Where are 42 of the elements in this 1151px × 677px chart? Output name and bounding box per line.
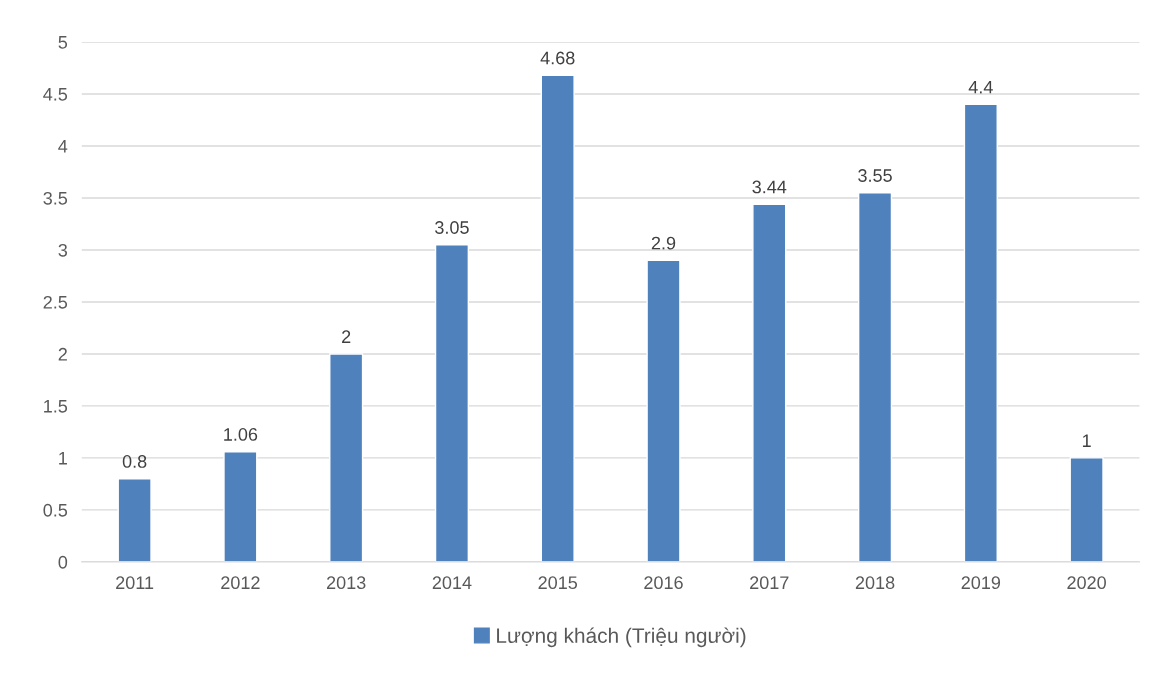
y-tick-label: 5 (58, 36, 68, 49)
x-tick-label: 2018 (855, 576, 895, 590)
y-tick-label: 2.5 (43, 295, 68, 309)
x-tick-label: 2012 (221, 576, 260, 590)
bar (117, 478, 152, 562)
y-tick-label: 4 (58, 140, 68, 153)
bar (857, 192, 893, 562)
bar (752, 203, 787, 562)
x-tick-label: 2020 (1067, 576, 1106, 590)
y-tick-label: 1 (59, 452, 67, 465)
y-tick-label: 3.5 (43, 191, 68, 205)
x-tick-label: 2014 (432, 576, 472, 590)
data-label: 2.9 (651, 236, 676, 250)
data-label: 3.05 (435, 221, 469, 234)
x-tick-label: 2019 (961, 576, 1001, 590)
y-tick-label: 0.5 (43, 503, 68, 517)
data-label: 4.68 (540, 51, 575, 65)
y-tick-label: 0 (58, 555, 68, 569)
data-label: 4.4 (968, 80, 993, 94)
bar (1069, 457, 1104, 562)
bar (963, 103, 998, 562)
x-tick-label: 2016 (644, 576, 683, 590)
y-tick-label: 3 (58, 243, 68, 257)
bar (329, 353, 364, 562)
x-tick-label: 2015 (538, 576, 578, 590)
y-tick-label: 1.5 (44, 400, 68, 413)
y-tick-label: 4.5 (43, 88, 68, 101)
legend-label: Lượng khách (Triệu người) (497, 627, 746, 648)
data-label: 2 (342, 330, 351, 343)
bar (223, 450, 258, 562)
bar (540, 74, 575, 562)
x-tick-label: 2011 (116, 576, 154, 590)
x-tick-label: 2013 (326, 576, 366, 590)
bar (646, 259, 681, 562)
data-label: 1 (1082, 434, 1091, 447)
data-label: 3.55 (858, 169, 892, 182)
y-tick-label: 2 (58, 347, 67, 361)
data-label: 3.44 (752, 180, 787, 194)
data-label: 1.06 (224, 428, 258, 441)
bar (434, 244, 470, 562)
x-tick-label: 2017 (750, 576, 789, 590)
data-label: 0.8 (122, 455, 147, 468)
